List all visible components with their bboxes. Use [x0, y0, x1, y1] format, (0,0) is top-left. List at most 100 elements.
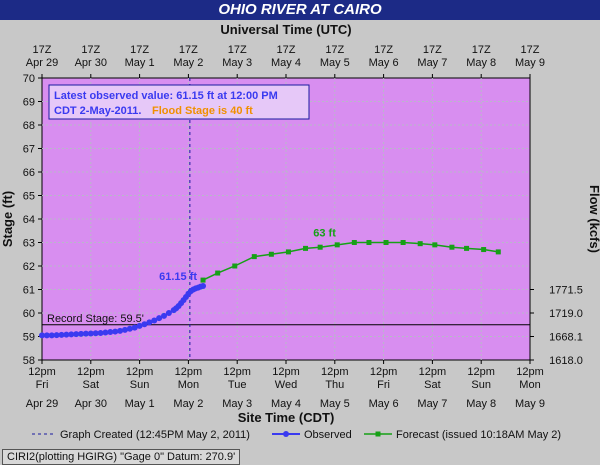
observed-point	[146, 319, 153, 326]
observed-point	[165, 310, 172, 316]
x2-tick-date: May 5	[320, 57, 350, 69]
info-latest-observed: Latest observed value: 61.15 ft at 12:00…	[54, 90, 278, 102]
observed-point	[107, 329, 114, 336]
observed-point	[43, 332, 50, 339]
forecast-point	[268, 251, 274, 257]
x2-tick-time: 17Z	[374, 44, 393, 56]
x2-tick-time: 17Z	[521, 44, 540, 56]
x-tick-time: 12pm	[77, 366, 105, 378]
x2-tick-time: 17Z	[228, 44, 247, 56]
forecast-peak-label: 63 ft	[313, 228, 336, 240]
x2-tick-date: Apr 30	[75, 57, 107, 69]
observed-point	[200, 282, 207, 289]
forecast-point	[366, 240, 372, 245]
x-tick-day: Sun	[130, 379, 150, 391]
y-tick-label: 67	[23, 144, 35, 156]
y-tick-label: 61	[23, 285, 35, 297]
x2-tick-time: 17Z	[130, 44, 149, 56]
y2-axis-label: Flow (kcfs)	[587, 185, 600, 253]
forecast-point	[481, 247, 487, 253]
x2-tick-date: May 1	[125, 57, 155, 69]
y2-tick-label: 1668.1	[549, 332, 583, 344]
x-tick-time: 12pm	[516, 366, 544, 378]
x2-tick-time: 17Z	[472, 44, 491, 56]
observed-point	[73, 331, 80, 338]
x-tick-day: Sun	[471, 379, 491, 391]
observed-point	[82, 330, 89, 337]
x-tick-day: Mon	[519, 379, 540, 391]
x2-tick-date: Apr 29	[26, 57, 58, 69]
y-tick-label: 59	[23, 332, 35, 344]
forecast-point	[200, 277, 206, 283]
x-tick-time: 12pm	[321, 366, 349, 378]
x-tick-date: Apr 29	[26, 398, 58, 410]
x-tick-date: May 1	[125, 398, 155, 410]
x2-tick-time: 17Z	[81, 44, 100, 56]
x-tick-time: 12pm	[467, 366, 495, 378]
x-tick-day: Wed	[275, 379, 297, 391]
x-tick-date: May 3	[222, 398, 252, 410]
y-tick-label: 68	[23, 120, 35, 132]
record-stage-label: Record Stage: 59.5'	[47, 313, 144, 325]
observed-point	[131, 324, 138, 331]
x-axis-label: Site Time (CDT)	[238, 410, 335, 425]
y-tick-label: 60	[23, 308, 35, 320]
x-tick-day: Tue	[228, 379, 247, 391]
y-axis-label: Stage (ft)	[0, 191, 15, 247]
x-tick-date: May 9	[515, 398, 545, 410]
x2-tick-date: May 6	[369, 57, 399, 69]
y-tick-label: 62	[23, 261, 35, 273]
forecast-point	[417, 241, 423, 247]
y-tick-label: 69	[23, 97, 35, 109]
observed-point	[121, 326, 128, 333]
gage-datum-note: CIRI2(plotting HGIRG) "Gage 0" Datum: 27…	[2, 449, 241, 465]
x-tick-time: 12pm	[419, 366, 447, 378]
forecast-point	[449, 244, 455, 250]
observed-point	[156, 315, 163, 322]
legend-forecast-label: Forecast (issued 10:18AM May 2)	[396, 429, 561, 441]
y2-tick-label: 1719.0	[549, 308, 583, 320]
observed-point	[102, 329, 109, 336]
x-tick-date: May 5	[320, 398, 350, 410]
x2-tick-time: 17Z	[33, 44, 52, 56]
x-tick-day: Fri	[377, 379, 390, 391]
y2-tick-label: 1618.0	[549, 355, 583, 367]
x-tick-time: 12pm	[223, 366, 251, 378]
forecast-point	[400, 240, 406, 245]
observed-value-label: 61.15 ft	[159, 271, 197, 283]
forecast-point	[383, 240, 389, 245]
observed-point	[126, 325, 133, 332]
y-tick-label: 70	[23, 73, 35, 85]
x2-tick-date: May 7	[417, 57, 447, 69]
info-box	[48, 84, 310, 120]
forecast-point	[432, 242, 438, 248]
forecast-point	[495, 249, 501, 255]
y-tick-label: 65	[23, 191, 35, 203]
x-tick-date: May 8	[466, 398, 496, 410]
observed-point	[63, 331, 70, 338]
forecast-point	[317, 244, 323, 250]
forecast-point	[232, 263, 238, 269]
x-tick-day: Sat	[83, 379, 100, 391]
x2-tick-date: May 8	[466, 57, 496, 69]
x2-tick-time: 17Z	[423, 44, 442, 56]
forecast-point	[464, 245, 470, 251]
info-date: CDT 2-May-2011.	[54, 105, 141, 117]
x2-tick-time: 17Z	[277, 44, 296, 56]
observed-point	[161, 312, 167, 319]
x2-tick-date: May 9	[515, 57, 545, 69]
observed-point	[117, 327, 124, 334]
top-axis-label: Universal Time (UTC)	[220, 22, 351, 37]
y-tick-label: 64	[23, 214, 35, 226]
y-tick-label: 63	[23, 238, 35, 250]
x-tick-time: 12pm	[370, 366, 398, 378]
forecast-point	[251, 254, 257, 260]
forecast-point	[303, 245, 309, 251]
x-tick-date: May 4	[271, 398, 301, 410]
legend-forecast-marker	[375, 431, 381, 437]
hydrograph-chart: Universal Time (UTC) 58 59 60 61 62 63 64 65 66 67…	[0, 22, 600, 441]
x-tick-time: 12pm	[28, 366, 56, 378]
forecast-point	[215, 270, 221, 276]
observed-point	[97, 329, 104, 336]
x-tick-time: 12pm	[175, 366, 203, 378]
